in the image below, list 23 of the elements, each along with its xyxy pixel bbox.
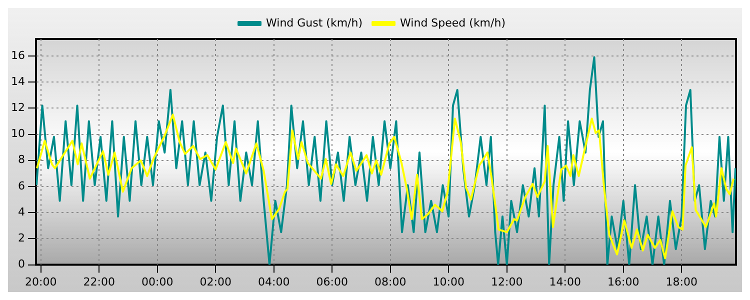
x-tick-label: 04:00 — [258, 275, 290, 288]
y-tick-label: 6 — [18, 179, 25, 192]
y-tick-label: 8 — [18, 153, 25, 166]
x-tick-label: 18:00 — [666, 275, 698, 288]
legend-label: Wind Gust (km/h) — [266, 16, 363, 30]
x-tick-label: 00:00 — [142, 275, 174, 288]
x-tick-label: 12:00 — [491, 275, 523, 288]
legend-label: Wind Speed (km/h) — [400, 16, 506, 30]
y-tick-label: 16 — [10, 48, 25, 62]
x-tick-label: 14:00 — [549, 275, 581, 288]
x-tick-label: 20:00 — [25, 275, 57, 288]
y-tick-label: 14 — [10, 74, 25, 88]
x-tick-label: 06:00 — [316, 275, 348, 288]
x-tick-label: 16:00 — [608, 275, 640, 288]
y-tick-label: 10 — [10, 127, 25, 140]
x-tick-label: 10:00 — [432, 275, 464, 288]
y-tick-label: 12 — [10, 101, 25, 114]
y-tick-label: 0 — [18, 258, 25, 271]
x-tick-label: 22:00 — [83, 275, 115, 288]
x-tick-label: 02:00 — [200, 275, 232, 288]
x-tick-label: 08:00 — [374, 275, 406, 288]
y-tick-label: 4 — [18, 205, 25, 218]
y-tick-label: 2 — [18, 232, 25, 245]
